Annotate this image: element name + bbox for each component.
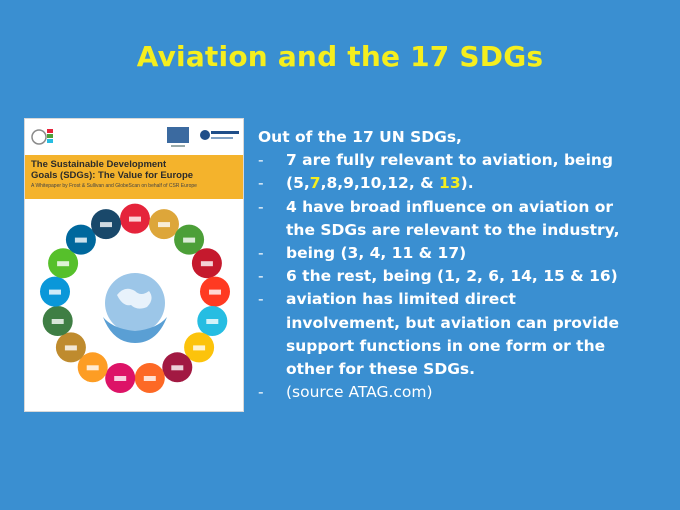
csr-europe-logo	[31, 129, 53, 145]
bullet-6-text-line1: aviation has limited direct	[286, 290, 516, 309]
bullet-marker: -	[258, 174, 264, 193]
sdg-goal-glyph-icon	[86, 365, 99, 371]
slide-body-text: Out of the 17 UN SDGs, - 7 are fully rele…	[258, 126, 668, 404]
sdg-goal-glyph-icon	[114, 376, 127, 381]
sdg-goal-glyph-icon	[158, 222, 170, 228]
bullet-marker: -	[258, 151, 264, 170]
bullet-6-continuation-1: involvement, but aviation can provide	[286, 313, 619, 332]
sdg-goal-glyph-icon	[74, 237, 87, 243]
sdg-goal-glyph-icon	[129, 216, 141, 222]
sdg-goal-glyph-icon	[209, 289, 221, 295]
sdg-wheel-illustration	[40, 203, 230, 393]
sdg-goal-glyph-icon	[51, 319, 64, 324]
bullet-marker: -	[258, 267, 264, 286]
bullet-2-highlight-7: 7	[309, 174, 321, 193]
bullet-3-text-line1: 4 have broad influence on aviation or	[286, 197, 614, 216]
frost-sullivan-logo	[167, 127, 189, 147]
sdg-goal-glyph-icon	[206, 319, 219, 324]
sdg-goal-glyph-icon	[183, 237, 196, 243]
globe-land-shape	[117, 288, 152, 309]
cover-logos	[31, 127, 239, 147]
bullet-4-text: being (3, 4, 11 & 17)	[286, 244, 467, 263]
bullet-5: - 6 the rest, being (1, 2, 6, 14, 15 & 16…	[258, 265, 668, 288]
bullet-2-text-mid: ,8,9,10,12, &	[320, 174, 440, 193]
sdg-goal-glyph-icon	[143, 376, 156, 381]
bullet-marker: -	[258, 197, 264, 216]
sdg-goal-glyph-icon	[57, 261, 70, 267]
bullet-7: - (source ATAG.com)	[258, 381, 668, 404]
bullet-3-continuation: the SDGs are relevant to the industry,	[286, 220, 620, 239]
globescan-logo	[200, 130, 239, 140]
bullet-marker: -	[258, 244, 264, 263]
bullet-4: - being (3, 4, 11 & 17)	[258, 242, 668, 265]
source-citation: (source ATAG.com)	[286, 383, 433, 402]
hands-icon	[103, 317, 167, 343]
cover-subtitle: A Whitepaper by Frost & Sullivan and Glo…	[31, 183, 197, 189]
sdg-goal-glyph-icon	[49, 289, 61, 295]
sdg-goal-glyph-icon	[64, 345, 77, 351]
bullet-marker: -	[258, 383, 264, 402]
bullet-2-text-post: ).	[460, 174, 474, 193]
sdg-goal-glyph-icon	[200, 261, 213, 267]
bullet-marker: -	[258, 290, 264, 309]
bullet-1: - 7 are fully relevant to aviation, being	[258, 149, 668, 172]
bullet-1-text: 7 are fully relevant to aviation, being	[286, 151, 614, 170]
bullet-6-continuation-3: other for these SDGs.	[286, 360, 476, 379]
slide-title: Aviation and the 17 SDGs	[136, 40, 544, 73]
bullet-2: - (5,7,8,9,10,12, & 13).	[258, 172, 668, 195]
bullet-2-text-pre: (5,	[286, 174, 310, 193]
bullet-6-continuation-2: support functions in one form or the	[286, 336, 606, 355]
cover-title-line1: The Sustainable Development	[31, 159, 167, 170]
sdg-goal-glyph-icon	[100, 222, 112, 228]
sdg-goal-glyph-icon	[193, 345, 206, 351]
bullet-6: - aviation has limited direct	[258, 288, 668, 311]
intro-line: Out of the 17 UN SDGs,	[258, 128, 462, 146]
bullet-3: - 4 have broad influence on aviation or	[258, 196, 668, 219]
sdg-goal-glyph-icon	[171, 365, 184, 371]
whitepaper-cover-image: The Sustainable Development Goals (SDGs)…	[24, 118, 244, 412]
cover-title-band: The Sustainable Development Goals (SDGs)…	[25, 155, 243, 199]
cover-title-line2: Goals (SDGs): The Value for Europe	[31, 170, 194, 181]
bullet-2-highlight-13: 13	[439, 174, 461, 193]
bullet-5-text: 6 the rest, being (1, 2, 6, 14, 15 & 16)	[286, 267, 618, 286]
